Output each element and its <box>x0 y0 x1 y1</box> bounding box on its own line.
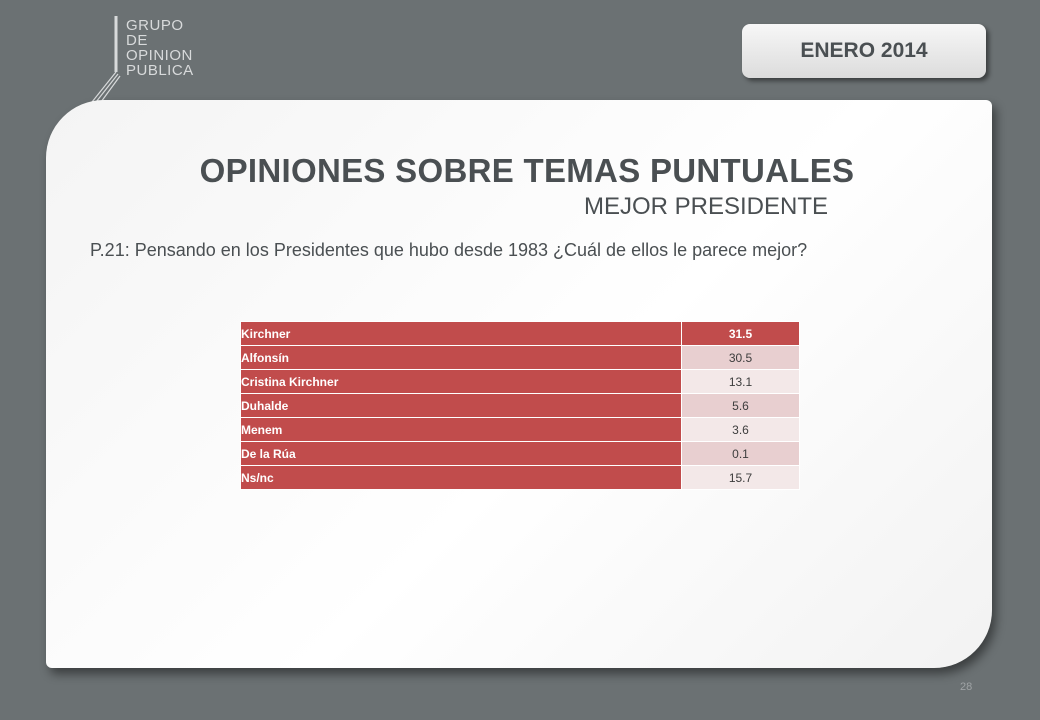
logo-line: OPINION <box>126 47 193 64</box>
row-value: 31.5 <box>681 321 800 346</box>
row-label: Alfonsín <box>240 345 682 370</box>
row-value: 13.1 <box>681 369 800 394</box>
page-subtitle: MEJOR PRESIDENTE <box>583 193 828 220</box>
logo-line: DE <box>126 32 148 49</box>
table-row: Alfonsín 30.5 <box>240 345 800 370</box>
logo-mark-icon <box>91 16 121 103</box>
table-row: Menem 3.6 <box>240 417 800 442</box>
table-row: Ns/nc 15.7 <box>240 465 800 490</box>
row-value: 3.6 <box>681 417 800 442</box>
logo-line: PUBLICA <box>126 62 194 79</box>
page-title: OPINIONES SOBRE TEMAS PUNTUALES <box>199 152 855 189</box>
row-label: Duhalde <box>240 393 682 418</box>
row-label: Kirchner <box>240 321 682 346</box>
table-row: Duhalde 5.6 <box>240 393 800 418</box>
table-row: De la Rúa 0.1 <box>240 441 800 466</box>
row-value: 0.1 <box>681 441 800 466</box>
survey-question: P.21: Pensando en los Presidentes que hu… <box>90 240 808 260</box>
page-number: 28 <box>960 681 973 693</box>
table-row: Cristina Kirchner 13.1 <box>240 369 800 394</box>
row-value: 5.6 <box>681 393 800 418</box>
row-label: Ns/nc <box>240 465 682 490</box>
row-label: Menem <box>240 417 682 442</box>
logo-text: GRUPO DE OPINION PUBLICA <box>126 18 194 78</box>
logo-line: GRUPO <box>126 17 184 34</box>
logo: GRUPO DE OPINION PUBLICA <box>84 14 214 104</box>
row-value: 30.5 <box>681 345 800 370</box>
row-value: 15.7 <box>681 465 800 490</box>
row-label: Cristina Kirchner <box>240 369 682 394</box>
results-table: Kirchner 31.5 Alfonsín 30.5 Cristina Kir… <box>240 321 800 490</box>
date-badge: ENERO 2014 <box>742 24 986 78</box>
table-row: Kirchner 31.5 <box>240 321 800 346</box>
row-label: De la Rúa <box>240 441 682 466</box>
